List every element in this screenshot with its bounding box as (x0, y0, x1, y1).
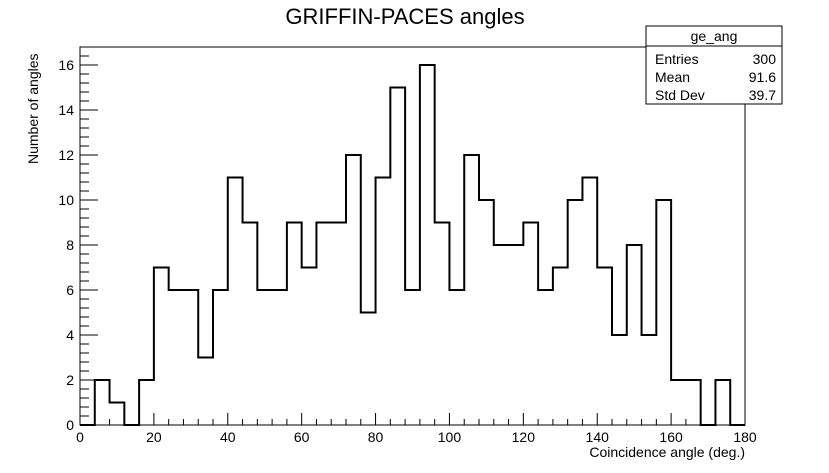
histogram-bin (538, 290, 553, 425)
y-tick-label: 10 (58, 192, 74, 208)
histogram-bin (302, 268, 317, 426)
x-tick-label: 40 (220, 429, 236, 445)
histogram-bin (479, 200, 494, 425)
y-tick-label: 16 (58, 57, 74, 73)
histogram-bin (494, 245, 509, 425)
stats-mean-value: 91.6 (749, 69, 776, 85)
histogram-bin (331, 223, 346, 426)
histogram-bin (435, 223, 450, 426)
x-tick-label: 80 (368, 429, 384, 445)
histogram-bin (449, 290, 464, 425)
y-tick-label: 12 (58, 147, 74, 163)
stats-box: ge_ang Entries 300 Mean 91.6 Std Dev 39.… (645, 25, 783, 105)
chart-title: GRIFFIN-PACES angles (285, 4, 524, 29)
histogram-bin (154, 268, 169, 426)
histogram-bin (257, 290, 272, 425)
histogram-outline (80, 64, 745, 426)
y-tick-label: 4 (66, 327, 74, 343)
x-tick-label: 140 (586, 429, 610, 445)
histogram-bin (686, 380, 701, 425)
histogram-bin (715, 380, 730, 425)
x-tick-label: 100 (438, 429, 462, 445)
stats-stddev-value: 39.7 (749, 87, 776, 103)
histogram-bin (390, 88, 405, 426)
histogram-bin (376, 178, 391, 426)
histogram-bin (139, 380, 154, 425)
x-axis-title: Coincidence angle (deg.) (589, 444, 745, 460)
x-tick-label: 20 (146, 429, 162, 445)
histogram-bin (523, 223, 538, 426)
x-tick-label: 0 (76, 429, 84, 445)
histogram-bin (198, 358, 213, 426)
x-tick-label: 180 (733, 429, 757, 445)
histogram-bin (183, 290, 198, 425)
y-tick-label: 2 (66, 372, 74, 388)
histogram-bin (612, 335, 627, 425)
histogram-bin (627, 245, 642, 425)
histogram-bin (346, 155, 361, 425)
stats-box-name: ge_ang (691, 28, 738, 44)
histogram-bin (110, 403, 125, 426)
histogram-bin (509, 245, 524, 425)
histogram-bin (316, 223, 331, 426)
y-tick-label: 6 (66, 282, 74, 298)
x-tick-label: 60 (294, 429, 310, 445)
histogram-bin (361, 313, 376, 426)
histogram-bin (656, 200, 671, 425)
histogram-bin (420, 65, 435, 425)
x-tick-label: 120 (512, 429, 536, 445)
histogram-bin (464, 155, 479, 425)
histogram-bin (213, 290, 228, 425)
y-tick-label: 8 (66, 237, 74, 253)
histogram-bin (597, 268, 612, 426)
histogram-bin (405, 290, 420, 425)
histogram-bin (243, 223, 258, 426)
histogram-bin (582, 178, 597, 426)
stats-box-frame (645, 25, 783, 105)
stats-stddev-label: Std Dev (655, 87, 705, 103)
histogram-bin (95, 380, 110, 425)
histogram-bin (671, 380, 686, 425)
histogram-bin (553, 268, 568, 426)
histogram-bin (228, 178, 243, 426)
y-axis-title: Number of angles (25, 53, 41, 164)
x-axis: 0 20 40 60 80 100 120 140 160 180 (76, 413, 757, 445)
y-tick-label: 14 (58, 102, 74, 118)
stats-entries-value: 300 (753, 51, 777, 67)
stats-mean-label: Mean (655, 69, 690, 85)
y-tick-label: 0 (66, 417, 74, 433)
histogram-bin (169, 290, 184, 425)
y-axis: 0 2 4 6 8 10 12 14 16 (58, 46, 98, 433)
histogram-bin (642, 335, 657, 425)
histogram-bin (272, 290, 287, 425)
x-tick-label: 160 (659, 429, 683, 445)
stats-entries-label: Entries (655, 51, 699, 67)
histogram-bin (568, 200, 583, 425)
histogram-bin (287, 223, 302, 426)
